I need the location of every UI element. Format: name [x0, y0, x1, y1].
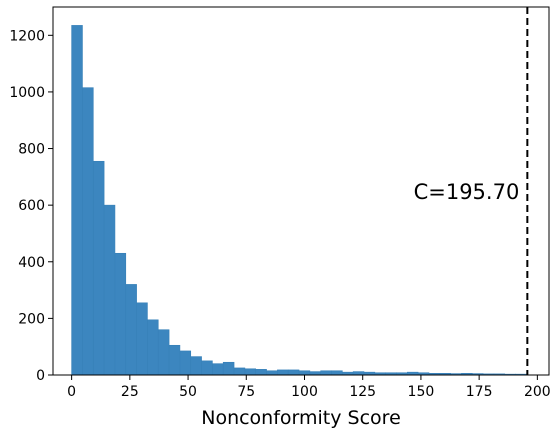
x-tick-label: 75	[237, 384, 255, 400]
histogram-bar	[255, 369, 267, 376]
histogram-bar	[147, 319, 159, 376]
histogram-bar	[266, 370, 278, 376]
threshold-annotation: C=195.70	[414, 180, 520, 204]
histogram-bar	[287, 369, 300, 376]
y-tick-label: 200	[18, 311, 45, 327]
histogram-bar	[82, 87, 94, 376]
y-tick-label: 600	[18, 198, 45, 214]
histogram-bar	[277, 369, 289, 376]
bars-group	[71, 25, 527, 376]
histogram-bar	[233, 367, 246, 376]
histogram-bar	[190, 356, 202, 376]
histogram-bar	[92, 160, 105, 376]
y-axis-ticks: 0 200 400 600 800 1000 1200	[9, 28, 53, 384]
x-tick-label: 0	[67, 384, 76, 400]
histogram-bar	[352, 371, 365, 376]
y-tick-label: 1200	[9, 28, 45, 44]
histogram-bar	[212, 363, 224, 376]
x-axis-label: Nonconformity Score	[201, 407, 401, 428]
y-tick-label: 800	[18, 142, 45, 158]
x-tick-label: 175	[466, 384, 493, 400]
histogram-bar	[320, 370, 332, 376]
histogram-bar	[222, 361, 235, 376]
histogram-bar	[103, 204, 116, 376]
x-tick-label: 200	[524, 384, 551, 400]
histogram-bar	[136, 302, 148, 376]
x-tick-label: 25	[121, 384, 139, 400]
histogram-bar	[179, 350, 192, 376]
x-tick-label: 100	[291, 384, 318, 400]
x-axis-ticks: 0 25 50 75 100 125 150 175 200	[67, 375, 551, 400]
x-tick-label: 150	[408, 384, 435, 400]
histogram-bar	[309, 371, 321, 376]
histogram-bar	[331, 370, 343, 376]
histogram-bar	[201, 360, 213, 376]
x-tick-label: 125	[349, 384, 376, 400]
plot-frame	[52, 6, 550, 376]
histogram-bar	[114, 252, 127, 376]
histogram-bar	[71, 25, 83, 376]
histogram-bar	[157, 329, 170, 376]
y-tick-label: 400	[18, 255, 45, 271]
histogram-bar	[298, 370, 311, 376]
histogram-bar	[244, 368, 257, 376]
y-tick-label: 1000	[9, 85, 45, 101]
histogram-bar	[168, 344, 181, 376]
y-tick-label: 0	[36, 368, 45, 384]
x-tick-label: 50	[179, 384, 197, 400]
histogram-bar	[125, 284, 137, 376]
